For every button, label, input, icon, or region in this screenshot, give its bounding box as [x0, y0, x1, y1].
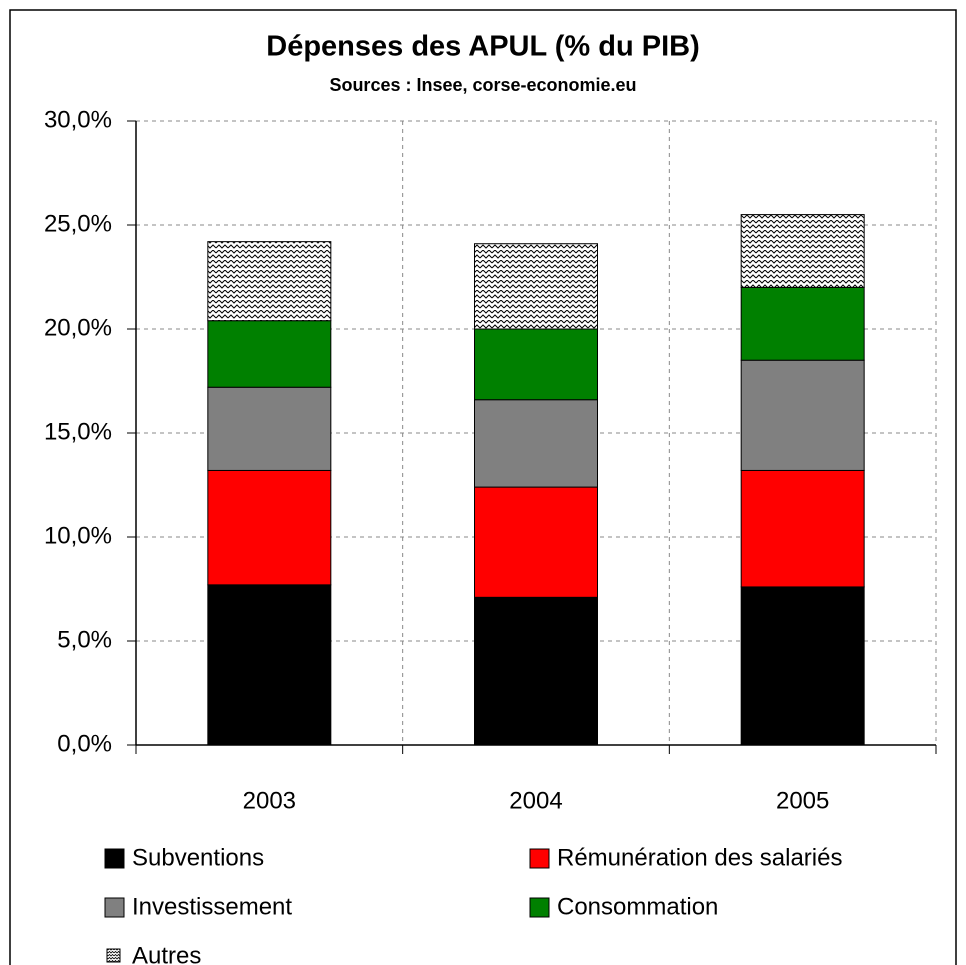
legend-label: Consommation	[557, 893, 718, 920]
legend-label: Rémunération des salariés	[557, 844, 842, 871]
y-tick-label: 0,0%	[57, 730, 112, 757]
y-tick-label: 10,0%	[44, 522, 112, 549]
bar-segment	[207, 469, 332, 586]
bar-segment	[740, 469, 865, 588]
bar-segment	[474, 399, 598, 488]
bar-segment	[207, 386, 332, 471]
y-tick-label: 15,0%	[44, 418, 112, 445]
x-tick-label: 2003	[243, 787, 296, 814]
bar-segment	[207, 241, 332, 322]
bar-segment	[740, 286, 865, 361]
bar-segment	[740, 359, 865, 471]
legend-swatch	[104, 848, 125, 869]
legend-swatch	[529, 897, 550, 918]
y-tick-label: 5,0%	[57, 626, 112, 653]
bar-segment	[474, 243, 598, 330]
legend-swatch	[529, 848, 550, 869]
y-tick-label: 30,0%	[44, 106, 112, 133]
frame	[9, 9, 957, 965]
bar-segment	[474, 486, 598, 598]
bar-segment	[207, 584, 332, 746]
x-tick-label: 2005	[776, 787, 829, 814]
bar-segment	[474, 596, 598, 746]
y-tick-label: 20,0%	[44, 314, 112, 341]
legend-swatch	[106, 948, 121, 963]
bar-segment	[207, 320, 332, 388]
bar-segment	[474, 328, 598, 401]
legend-label: Subventions	[132, 844, 264, 871]
legend-swatch	[104, 897, 125, 918]
chart-title: Dépenses des APUL (% du PIB)	[266, 31, 700, 63]
legend-label: Autres	[132, 942, 201, 965]
legend-label: Investissement	[132, 893, 292, 920]
chart-subtitle: Sources : Insee, corse-economie.eu	[329, 75, 636, 95]
x-tick-label: 2004	[509, 787, 562, 814]
y-tick-label: 25,0%	[44, 210, 112, 237]
bar-segment	[740, 586, 865, 746]
bar-segment	[740, 214, 865, 288]
